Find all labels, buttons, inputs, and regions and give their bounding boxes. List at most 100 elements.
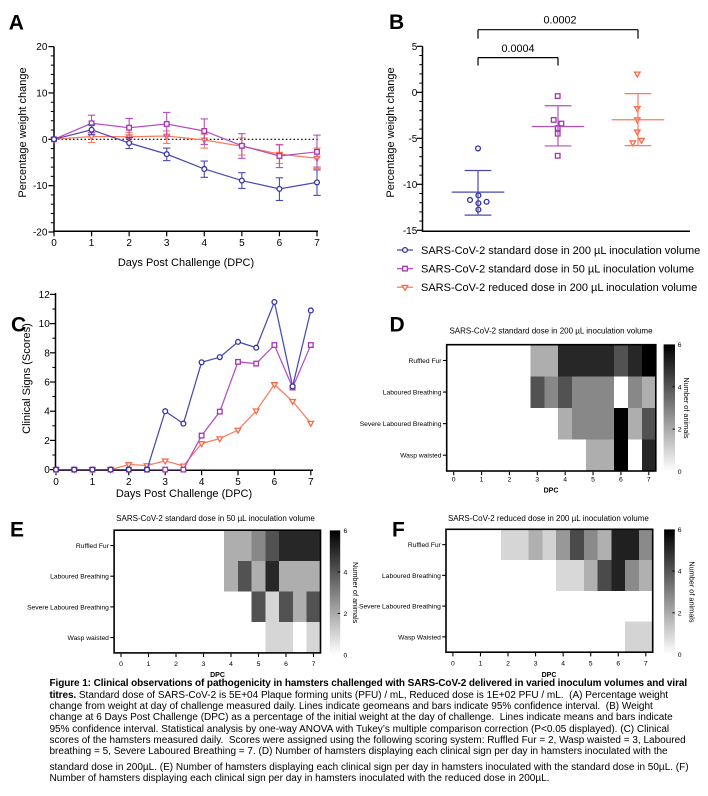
- svg-text:-10: -10: [403, 180, 418, 191]
- svg-text:5: 5: [257, 661, 261, 668]
- svg-text:Wasp waisted: Wasp waisted: [400, 453, 442, 460]
- svg-text:6: 6: [678, 342, 682, 349]
- svg-text:0: 0: [678, 652, 682, 659]
- svg-text:Severe Laboured Breathing: Severe Laboured Breathing: [27, 604, 109, 611]
- svg-text:12: 12: [39, 290, 51, 301]
- svg-text:8: 8: [44, 348, 50, 359]
- svg-text:1: 1: [90, 477, 96, 488]
- svg-text:1: 1: [480, 476, 484, 483]
- svg-text:-5: -5: [408, 134, 417, 145]
- svg-text:6: 6: [344, 528, 348, 535]
- svg-text:2: 2: [44, 436, 50, 447]
- svg-text:6: 6: [678, 527, 682, 534]
- svg-text:Wasp waisted: Wasp waisted: [68, 635, 110, 642]
- svg-text:Percentage weight change: Percentage weight change: [17, 67, 29, 197]
- svg-text:1: 1: [89, 238, 95, 249]
- svg-text:Number of animals: Number of animals: [687, 561, 696, 623]
- svg-text:6: 6: [284, 661, 288, 668]
- svg-text:0.0002: 0.0002: [543, 15, 576, 27]
- svg-text:SARS-CoV-2 reduced dose in 200: SARS-CoV-2 reduced dose in 200 µL inocul…: [421, 282, 697, 294]
- svg-text:DPC: DPC: [542, 672, 557, 679]
- svg-text:C: C: [11, 313, 26, 336]
- svg-text:7: 7: [314, 238, 320, 249]
- svg-text:-20: -20: [33, 228, 48, 239]
- svg-text:7: 7: [644, 661, 648, 668]
- svg-text:0: 0: [412, 88, 418, 99]
- svg-text:0: 0: [451, 661, 455, 668]
- svg-text:Number of animals: Number of animals: [682, 377, 691, 439]
- svg-text:4: 4: [678, 384, 682, 391]
- svg-text:4: 4: [563, 476, 567, 483]
- svg-text:SARS-CoV-2 standard dose in 20: SARS-CoV-2 standard dose in 200 µL inocu…: [421, 245, 700, 257]
- svg-text:Percentage weight change: Percentage weight change: [385, 67, 397, 197]
- svg-text:3: 3: [535, 476, 539, 483]
- svg-text:10: 10: [36, 88, 48, 99]
- svg-text:3: 3: [162, 477, 168, 488]
- svg-text:1: 1: [147, 661, 151, 668]
- svg-text:SARS-CoV-2 standard dose in 50: SARS-CoV-2 standard dose in 50 µL inocul…: [116, 514, 315, 523]
- svg-text:5: 5: [412, 42, 418, 53]
- svg-text:4: 4: [229, 661, 233, 668]
- svg-text:2: 2: [506, 661, 510, 668]
- svg-text:20: 20: [36, 42, 48, 53]
- svg-text:Laboured Breathing: Laboured Breathing: [50, 574, 109, 581]
- svg-text:2: 2: [678, 610, 682, 617]
- svg-text:7: 7: [312, 661, 316, 668]
- svg-text:0.0004: 0.0004: [501, 43, 534, 55]
- svg-text:6: 6: [272, 477, 278, 488]
- svg-text:SARS-CoV-2 standard dose in 50: SARS-CoV-2 standard dose in 50 µL inocul…: [421, 264, 694, 276]
- svg-text:4: 4: [201, 238, 207, 249]
- svg-text:3: 3: [164, 238, 170, 249]
- svg-text:Laboured Breathing: Laboured Breathing: [383, 390, 442, 397]
- svg-text:0: 0: [53, 477, 59, 488]
- svg-text:B: B: [389, 11, 404, 34]
- svg-text:7: 7: [308, 477, 314, 488]
- svg-text:6: 6: [619, 476, 623, 483]
- svg-text:5: 5: [239, 238, 245, 249]
- svg-text:4: 4: [678, 569, 682, 576]
- svg-text:5: 5: [589, 661, 593, 668]
- svg-text:Ruffled Fur: Ruffled Fur: [409, 358, 443, 365]
- svg-text:E: E: [10, 519, 24, 542]
- svg-text:5: 5: [591, 476, 595, 483]
- svg-text:A: A: [9, 12, 24, 35]
- svg-text:10: 10: [39, 319, 51, 330]
- svg-text:Ruffled Fur: Ruffled Fur: [408, 542, 442, 549]
- svg-text:0: 0: [42, 135, 48, 146]
- svg-text:2: 2: [126, 477, 132, 488]
- svg-text:Wasp Waisted: Wasp Waisted: [398, 634, 441, 641]
- svg-text:Laboured Breathing: Laboured Breathing: [382, 573, 441, 580]
- svg-text:6: 6: [44, 378, 50, 389]
- svg-text:F: F: [392, 519, 405, 542]
- svg-text:-10: -10: [33, 181, 48, 192]
- svg-text:0: 0: [119, 661, 123, 668]
- svg-text:2: 2: [678, 427, 682, 434]
- svg-text:6: 6: [277, 238, 283, 249]
- svg-text:Severe Laboured Breathing: Severe Laboured Breathing: [359, 604, 441, 611]
- svg-text:Ruffled Fur: Ruffled Fur: [76, 543, 110, 550]
- svg-text:Number of animals: Number of animals: [351, 562, 360, 624]
- svg-text:0: 0: [678, 469, 682, 476]
- svg-text:Severe Laboured Breathing: Severe Laboured Breathing: [360, 421, 442, 428]
- svg-text:4: 4: [344, 569, 348, 576]
- svg-text:7: 7: [647, 476, 651, 483]
- svg-text:-15: -15: [403, 226, 418, 237]
- svg-text:2: 2: [174, 661, 178, 668]
- svg-text:3: 3: [534, 661, 538, 668]
- svg-text:0: 0: [51, 238, 57, 249]
- svg-text:DPC: DPC: [210, 672, 225, 679]
- svg-text:1: 1: [479, 661, 483, 668]
- svg-text:0: 0: [44, 465, 50, 476]
- svg-text:0: 0: [452, 476, 456, 483]
- svg-text:6: 6: [616, 661, 620, 668]
- svg-text:Clinical Signs (Scores): Clinical Signs (Scores): [21, 323, 33, 434]
- svg-text:Days Post Challenge (DPC): Days Post Challenge (DPC): [118, 257, 254, 269]
- svg-text:0: 0: [344, 652, 348, 659]
- svg-text:4: 4: [561, 661, 565, 668]
- svg-text:SARS-CoV-2 reduced dose in 200: SARS-CoV-2 reduced dose in 200 µL inocul…: [448, 514, 649, 523]
- svg-text:3: 3: [202, 661, 206, 668]
- svg-text:SARS-CoV-2 standard dose in 20: SARS-CoV-2 standard dose in 200 µL inocu…: [449, 326, 653, 335]
- svg-text:4: 4: [199, 477, 205, 488]
- svg-text:2: 2: [508, 476, 512, 483]
- svg-text:Days Post Challenge (DPC): Days Post Challenge (DPC): [116, 488, 252, 500]
